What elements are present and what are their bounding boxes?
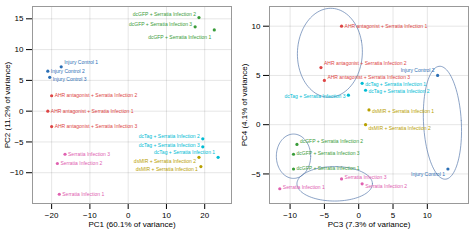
svg-text:10: 10 xyxy=(15,45,24,54)
svg-text:10: 10 xyxy=(162,211,171,221)
svg-text:Injury Control 2: Injury Control 2 xyxy=(51,68,85,74)
svg-text:dcGFP + Serratia Infection 2: dcGFP + Serratia Infection 2 xyxy=(133,11,196,17)
svg-text:dsMIR + Serratia Infection 2: dsMIR + Serratia Infection 2 xyxy=(134,158,196,164)
svg-text:0: 0 xyxy=(19,107,24,116)
svg-text:0: 0 xyxy=(125,211,131,221)
svg-text:dsMIR + Serratia Infection 1: dsMIR + Serratia Infection 1 xyxy=(136,166,198,172)
svg-text:5: 5 xyxy=(390,211,396,221)
svg-text:PC2 (11.2% of variance): PC2 (11.2% of variance) xyxy=(3,61,12,148)
svg-text:0: 0 xyxy=(356,211,361,221)
svg-text:−5: −5 xyxy=(251,170,261,179)
svg-text:PC1 (60.1% of variance): PC1 (60.1% of variance) xyxy=(88,220,175,229)
svg-text:−10: −10 xyxy=(83,211,97,221)
svg-text:dcTag + Serratia Infection 3: dcTag + Serratia Infection 3 xyxy=(284,93,345,99)
svg-text:dcGFP + Serratia Infection 3: dcGFP + Serratia Infection 3 xyxy=(297,150,360,156)
svg-text:−10: −10 xyxy=(10,168,24,177)
svg-text:Serratia Infection 1: Serratia Infection 1 xyxy=(62,191,104,197)
svg-text:10: 10 xyxy=(423,211,432,220)
svg-text:PC4 (4.1% of variance): PC4 (4.1% of variance) xyxy=(240,63,249,146)
svg-text:Serratia Infection 2: Serratia Infection 2 xyxy=(365,183,407,189)
svg-text:Injury Control 1: Injury Control 1 xyxy=(411,171,445,177)
svg-text:AHR antagonist + Serratia Infe: AHR antagonist + Serratia Infection 1 xyxy=(345,23,428,29)
svg-text:AHR antagonist + Serratia Infe: AHR antagonist + Serratia Infection 1 xyxy=(51,108,134,114)
svg-text:−5: −5 xyxy=(319,211,329,221)
svg-text:10: 10 xyxy=(252,22,261,31)
svg-text:5: 5 xyxy=(19,76,24,85)
svg-text:dcTag + Serratia Infection 3: dcTag + Serratia Infection 3 xyxy=(139,142,200,148)
svg-text:dsMIR + Serratia Infection 2: dsMIR + Serratia Infection 2 xyxy=(369,125,431,131)
svg-text:dcGFP + Serratia Infection 1: dcGFP + Serratia Infection 1 xyxy=(297,165,360,171)
svg-text:Serratia Infection 3: Serratia Infection 3 xyxy=(345,174,387,180)
svg-text:AHR antagonist + Serratia Infe: AHR antagonist + Serratia Infection 2 xyxy=(324,60,407,66)
svg-text:Injury Control 1: Injury Control 1 xyxy=(64,59,98,65)
svg-text:dcGFP + Serratia Infection 3: dcGFP + Serratia Infection 3 xyxy=(129,21,192,27)
svg-text:−20: −20 xyxy=(45,211,59,220)
svg-text:AHR antagonist + Serratia Infe: AHR antagonist + Serratia Infection 3 xyxy=(327,74,410,80)
svg-text:dcGFP + Serratia Infection 2: dcGFP + Serratia Infection 2 xyxy=(300,138,363,144)
svg-text:20: 20 xyxy=(200,211,209,220)
svg-text:Serratia Infection 3: Serratia Infection 3 xyxy=(68,151,110,157)
svg-text:dcTag + Serratia Infection 2: dcTag + Serratia Infection 2 xyxy=(139,133,200,139)
svg-text:dcTag + Serratia Infection 1: dcTag + Serratia Infection 1 xyxy=(154,149,215,155)
svg-text:dcTag + Serratia Infection 2: dcTag + Serratia Infection 2 xyxy=(369,88,430,94)
svg-text:Serratia Infection 2: Serratia Infection 2 xyxy=(60,160,102,166)
svg-text:dcTag + Serratia Infection 1: dcTag + Serratia Infection 1 xyxy=(365,81,426,87)
svg-text:dsMIR + Serratia Infection 1: dsMIR + Serratia Infection 1 xyxy=(372,108,434,114)
svg-text:−5: −5 xyxy=(14,137,24,146)
svg-text:0: 0 xyxy=(256,120,261,129)
svg-text:AHR antagonist + Serratia Infe: AHR antagonist + Serratia Infection 2 xyxy=(55,92,138,98)
svg-text:PC3 (7.3% of variance): PC3 (7.3% of variance) xyxy=(328,220,411,229)
svg-text:−10: −10 xyxy=(283,211,297,220)
svg-text:dcGFP + Serratia Infection 1: dcGFP + Serratia Infection 1 xyxy=(148,33,211,39)
svg-text:Serratia Infection 1: Serratia Infection 1 xyxy=(283,184,325,190)
svg-text:Injury Control 2: Injury Control 2 xyxy=(401,67,435,73)
svg-text:5: 5 xyxy=(256,71,261,80)
svg-text:15: 15 xyxy=(15,14,24,23)
svg-text:Injury Control 3: Injury Control 3 xyxy=(53,76,87,82)
svg-text:AHR antagonist + Serratia Infe: AHR antagonist + Serratia Infection 3 xyxy=(55,123,138,129)
